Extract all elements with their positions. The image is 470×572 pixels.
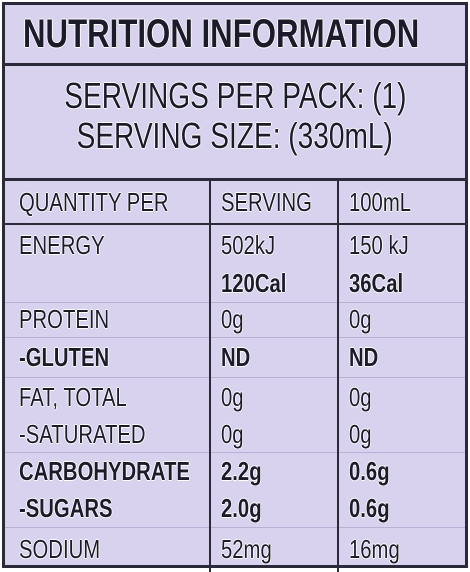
table-cell: SERVING: [209, 181, 338, 225]
servings-box: SERVINGS PER PACK: (1) SERVING SIZE: (33…: [5, 76, 465, 181]
cell-text: 120Cal: [221, 267, 287, 298]
cell-text: SERVING: [221, 186, 312, 217]
table-cell: 0.6g: [337, 490, 465, 527]
cell-text: 0g: [349, 418, 372, 449]
header-row: QUANTITY PER SERVING 100mL: [5, 181, 465, 225]
table-cell: 0g: [209, 301, 338, 337]
table-cell: -SATURATED: [5, 417, 210, 452]
cell-text: 0.6g: [349, 492, 390, 523]
cell-text: PROTEIN: [19, 304, 110, 334]
cell-text: 52mg: [221, 534, 272, 565]
table-row: PROTEIN 0g 0g: [5, 301, 465, 337]
table-cell: [5, 265, 210, 302]
table-cell: PROTEIN: [5, 301, 210, 337]
table-cell: 0g: [209, 376, 338, 417]
table-cell: 0.6g: [337, 451, 465, 490]
cell-text: -SATURATED: [19, 418, 146, 449]
cell-text: 0g: [221, 418, 244, 449]
table-row: -GLUTEN ND ND: [5, 336, 465, 377]
table-row: -SUGARS 2.0g 0.6g: [5, 490, 465, 527]
table-cell: 36Cal: [337, 265, 465, 302]
table-cell: 2.2g: [209, 451, 338, 490]
table-cell: ND: [337, 336, 465, 377]
table-cell: 52mg: [209, 526, 338, 572]
table-row: SODIUM 52mg 16mg: [5, 526, 465, 572]
cell-text: CARBOHYDRATE: [19, 455, 190, 486]
title-box: NUTRITION INFORMATION: [5, 5, 465, 66]
table-cell: 0g: [337, 376, 465, 417]
cell-text: 2.2g: [221, 455, 262, 486]
table-cell: QUANTITY PER: [5, 181, 210, 225]
cell-text: ND: [349, 341, 379, 372]
servings-line: SERVING SIZE: (330mL): [76, 115, 394, 156]
table-cell: 0g: [209, 417, 338, 452]
table-cell: CARBOHYDRATE: [5, 451, 210, 490]
table-cell: 100mL: [337, 181, 465, 225]
cell-text: 100mL: [349, 186, 412, 217]
table-cell: 0g: [337, 301, 465, 337]
cell-text: 0g: [349, 381, 372, 412]
cell-text: 2.0g: [221, 492, 262, 523]
cell-text: 0g: [349, 304, 372, 334]
table-cell: 120Cal: [209, 265, 338, 302]
table-cell: 502kJ: [209, 224, 338, 265]
table-row: FAT, TOTAL 0g 0g: [5, 376, 465, 417]
table-cell: -SUGARS: [5, 490, 210, 527]
cell-text: -GLUTEN: [19, 341, 110, 372]
servings-line: SERVINGS PER PACK: (1): [63, 75, 407, 116]
table-cell: FAT, TOTAL: [5, 376, 210, 417]
cell-text: 36Cal: [349, 267, 404, 298]
cell-text: FAT, TOTAL: [19, 381, 127, 412]
table-cell: SODIUM: [5, 526, 210, 572]
table-cell: 2.0g: [209, 490, 338, 527]
cell-text: ENERGY: [19, 229, 105, 260]
cell-text: ND: [221, 341, 251, 372]
table-cell: 16mg: [337, 526, 465, 572]
cell-text: 16mg: [349, 534, 400, 565]
cell-text: 0g: [221, 304, 244, 334]
table-cell: ND: [209, 336, 338, 377]
cell-text: -SUGARS: [19, 492, 113, 523]
cell-text: 0.6g: [349, 455, 390, 486]
table-row: CARBOHYDRATE 2.2g 0.6g: [5, 451, 465, 490]
cell-text: QUANTITY PER: [19, 186, 169, 217]
table-row: ENERGY 502kJ 150 kJ: [5, 224, 465, 265]
cell-text: 502kJ: [221, 229, 276, 260]
table-row: -SATURATED 0g 0g: [5, 417, 465, 452]
cell-text: 0g: [221, 381, 244, 412]
title: NUTRITION INFORMATION: [23, 12, 420, 56]
cell-text: 150 kJ: [349, 229, 409, 260]
table-cell: -GLUTEN: [5, 336, 210, 377]
table-cell: 150 kJ: [337, 224, 465, 265]
cell-text: SODIUM: [19, 534, 101, 565]
table-row: 120Cal 36Cal: [5, 265, 465, 302]
nutrition-table: QUANTITY PER SERVING 100mL ENERGY 502kJ 150 k…: [5, 181, 465, 572]
table-cell: ENERGY: [5, 224, 210, 265]
table-cell: 0g: [337, 417, 465, 452]
